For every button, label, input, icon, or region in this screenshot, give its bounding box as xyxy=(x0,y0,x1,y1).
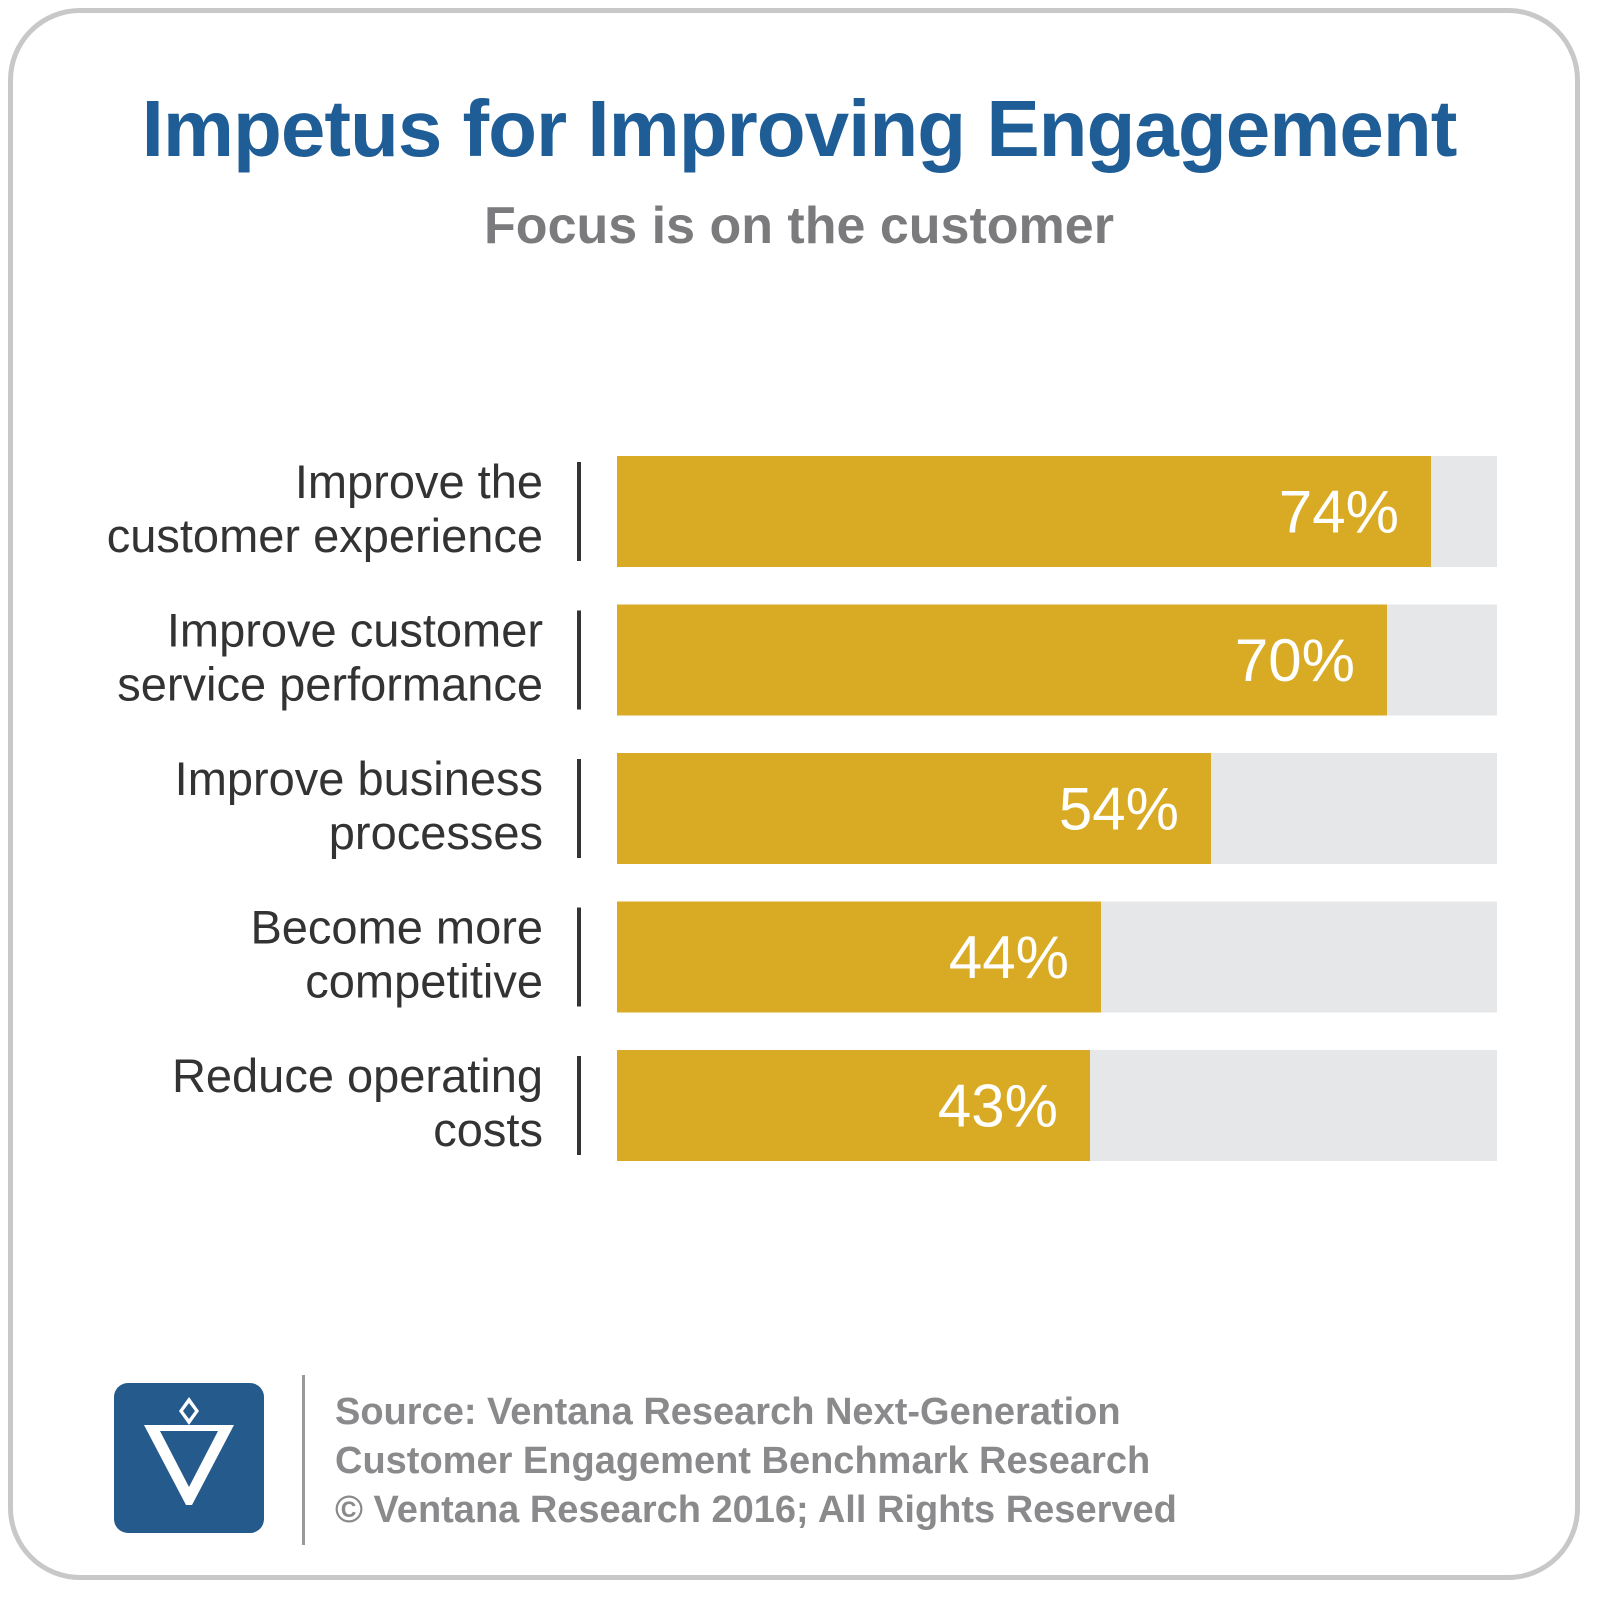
bar-value-label: 54% xyxy=(1059,776,1179,843)
category-tick xyxy=(577,462,581,561)
category-label: Improve customer xyxy=(167,604,543,657)
chart-title: Impetus for Improving Engagement xyxy=(141,84,1458,173)
bar xyxy=(617,901,1101,1013)
bar-value-label: 70% xyxy=(1235,627,1355,694)
source-line: Source: Ventana Research Next-Generation xyxy=(335,1391,1121,1433)
chart-subtitle: Focus is on the customer xyxy=(484,197,1114,255)
category-tick xyxy=(577,907,581,1007)
footer-divider xyxy=(302,1375,305,1545)
category-label: service performance xyxy=(117,658,543,711)
copyright-line: © Ventana Research 2016; All Rights Rese… xyxy=(335,1489,1177,1531)
source-text: Source: Ventana Research Next-Generation… xyxy=(335,1388,1177,1535)
bar xyxy=(617,1050,1090,1161)
category-label: customer experience xyxy=(107,509,543,562)
category-label: Improve the xyxy=(295,455,543,508)
bar xyxy=(617,753,1211,864)
category-label: processes xyxy=(329,806,543,859)
category-label: competitive xyxy=(305,955,543,1008)
bar-value-label: 74% xyxy=(1279,479,1399,546)
bar-value-label: 44% xyxy=(949,924,1069,991)
category-tick xyxy=(577,610,581,710)
category-tick xyxy=(577,759,581,858)
bar-value-label: 43% xyxy=(938,1073,1058,1140)
bar xyxy=(617,456,1431,567)
category-label: costs xyxy=(433,1103,543,1156)
category-tick xyxy=(577,1056,581,1155)
source-line: Customer Engagement Benchmark Research xyxy=(335,1440,1151,1482)
category-label: Improve business xyxy=(175,752,543,805)
category-label: Reduce operating xyxy=(172,1049,543,1102)
category-label: Become more xyxy=(250,901,543,954)
bar xyxy=(617,604,1387,716)
ventana-logo-icon xyxy=(114,1383,264,1533)
